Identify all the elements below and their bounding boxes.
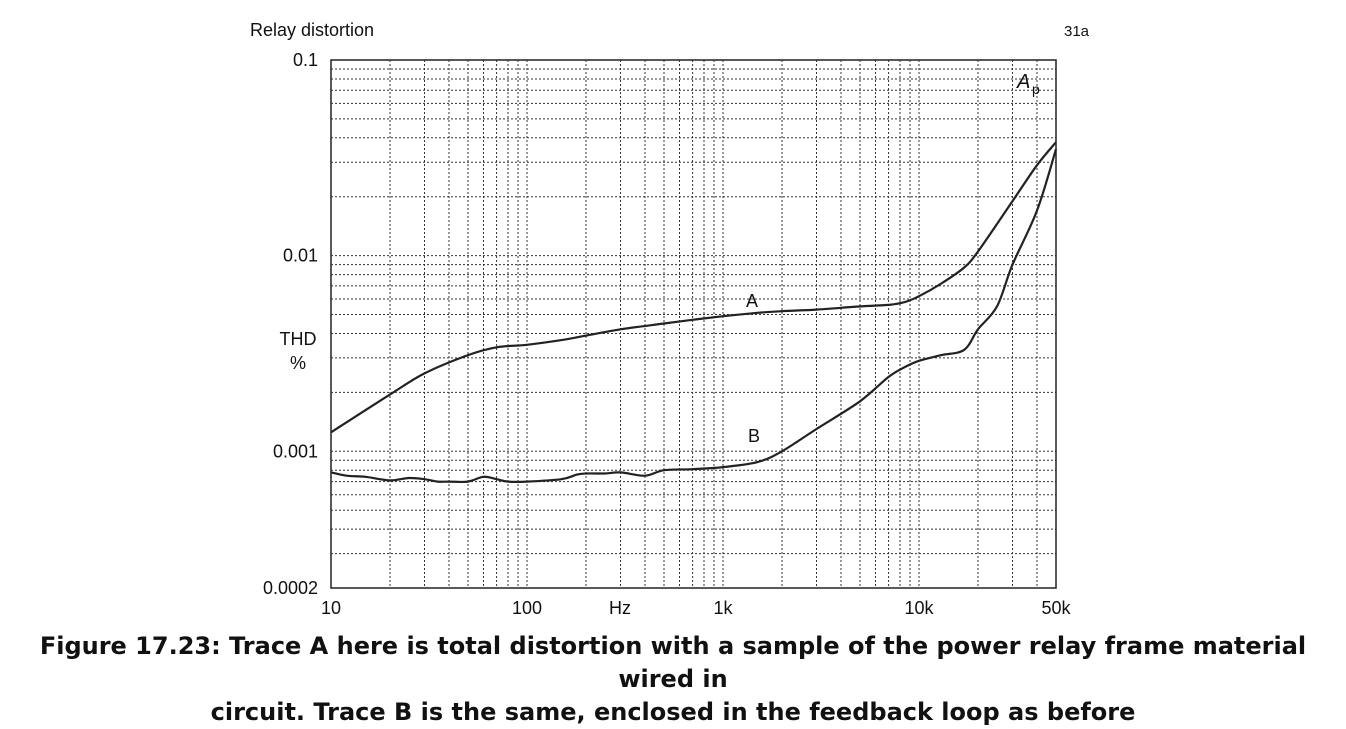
x-tick-label: 10 [321, 598, 341, 618]
y-axis-label-line1: THD [280, 329, 317, 349]
figure-caption: Figure 17.23: Trace A here is total dist… [0, 630, 1346, 729]
distortion-chart: 10 100 1k 10k 50k 0.1 0.01 0.001 0.0002 Relay di… [250, 20, 1090, 618]
corner-label-subscript: p [1032, 81, 1040, 97]
y-tick-label: 0.01 [283, 246, 318, 266]
y-axis-label-line2: % [290, 353, 306, 373]
tick-labels: 10 100 1k 10k 50k 0.1 0.01 0.001 0.0002 [263, 50, 1072, 618]
series-b-label: B [748, 426, 760, 446]
series-line-a [330, 141, 1057, 434]
series-group [330, 141, 1058, 484]
grid [331, 60, 1056, 588]
series-a-label: A [746, 291, 758, 311]
caption-line-2: circuit. Trace B is the same, enclosed i… [210, 698, 1136, 726]
caption-line-1: Figure 17.23: Trace A here is total dist… [39, 632, 1307, 693]
x-tick-label: 1k [713, 598, 733, 618]
plot-code: 31a [1064, 23, 1090, 40]
chart-title: Relay distortion [250, 20, 374, 40]
x-tick-label: 100 [512, 598, 542, 618]
y-tick-label: 0.001 [273, 441, 318, 461]
x-tick-label: 50k [1041, 598, 1071, 618]
x-axis-label: Hz [609, 598, 631, 618]
plot-frame [330, 59, 1057, 589]
y-tick-label: 0.1 [293, 50, 318, 70]
x-tick-label: 10k [904, 598, 934, 618]
series-line-b [330, 148, 1058, 484]
corner-label: A [1016, 71, 1030, 93]
y-tick-label: 0.0002 [263, 578, 318, 598]
